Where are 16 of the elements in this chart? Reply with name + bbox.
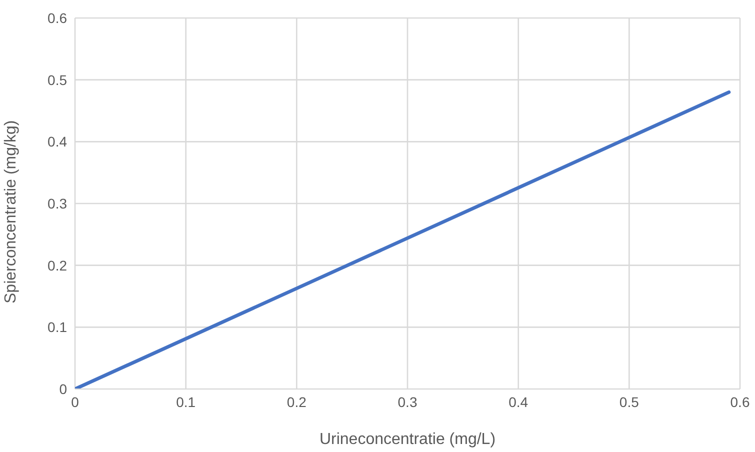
y-tick-label: 0.3 [48, 195, 68, 212]
y-tick-label: 0.1 [48, 319, 68, 336]
y-axis-title: Spierconcentratie (mg/kg) [2, 120, 20, 304]
x-axis-title: Urineconcentratie (mg/L) [319, 431, 496, 448]
y-tick-label: 0.4 [48, 134, 68, 150]
x-tick-label: 0.4 [508, 394, 528, 410]
y-tick-label: 0 [59, 380, 68, 397]
y-tick-label: 0.6 [48, 10, 68, 26]
x-tick-label: 0.3 [398, 394, 418, 410]
x-tick-label: 0.1 [176, 394, 196, 410]
x-tick-label: 0.2 [286, 394, 307, 410]
x-tick-label: 0.6 [730, 394, 750, 410]
x-tick-label: 0.5 [619, 394, 640, 410]
x-tick-label: 0 [71, 394, 80, 410]
y-tick-label: 0.2 [48, 257, 68, 274]
y-tick-label: 0.5 [48, 72, 68, 88]
